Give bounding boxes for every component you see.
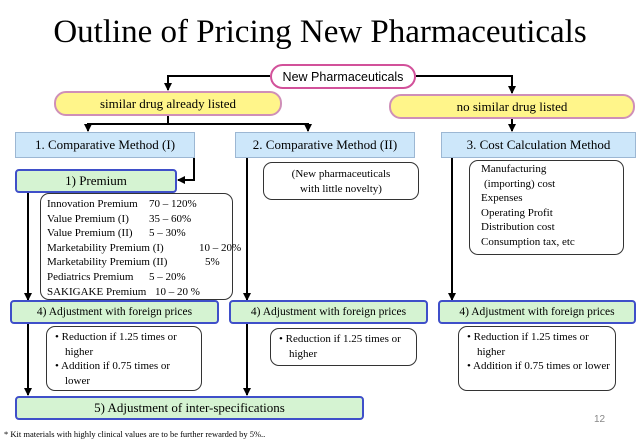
arrow-listed-m2 — [168, 123, 312, 132]
comparative-method-2: 2. Comparative Method (II) — [235, 132, 415, 158]
premium-name: Marketability Premium (I) — [47, 241, 164, 254]
adjustment-foreign-prices-3: 4) Adjustment with foreign prices — [438, 300, 636, 324]
arrow-root-listed — [164, 75, 270, 91]
adjustment-foreign-prices-2: 4) Adjustment with foreign prices — [229, 300, 428, 324]
adjustment-foreign-prices-1: 4) Adjustment with foreign prices — [10, 300, 219, 324]
adjust-notes-left: • Reduction if 1.25 times or higher • Ad… — [46, 326, 202, 391]
adjust-note: • Addition if 0.75 times or lower — [55, 360, 171, 387]
premium-item: Innovation Premium 70 – 120% — [47, 197, 232, 212]
cost-item: (importing) cost — [484, 177, 556, 190]
adjust-note: • Addition if 0.75 times or lower — [467, 360, 610, 372]
premium-range: 35 – 60% — [149, 212, 192, 225]
no-similar-drug-node: no similar drug listed — [389, 94, 635, 119]
premium-item: Value Premium (II) 5 – 30% — [47, 226, 232, 241]
new-pharmaceuticals-node: New Pharmaceuticals — [270, 64, 416, 89]
premium-name: Marketability Premium (II) — [47, 256, 168, 269]
novelty-note-box: (New pharmaceuticals with little novelty… — [263, 162, 419, 200]
premium-item: Value Premium (I) 35 – 60% — [47, 212, 232, 227]
premium-range: 10 – 20 % — [155, 285, 200, 298]
premium-name: SAKIGAKE Premium — [47, 285, 147, 298]
premium-item: Marketability Premium (II) 5% — [47, 255, 232, 270]
premium-range: 5 – 20% — [149, 270, 186, 283]
cost-calculation-method: 3. Cost Calculation Method — [441, 132, 636, 158]
premium-range: 70 – 120% — [149, 198, 197, 210]
cost-item: Consumption tax, etc — [481, 235, 575, 248]
premium-item: Pediatrics Premium 5 – 20% — [47, 270, 232, 285]
adjust-note: • Reduction if 1.25 times or higher — [55, 331, 177, 358]
comparative-method-1: 1. Comparative Method (I) — [15, 132, 195, 158]
adjust-note: • Reduction if 1.25 times or higher — [279, 333, 401, 360]
premium-name: Value Premium (I) — [47, 212, 129, 225]
premium-range: 10 – 20% — [199, 241, 242, 254]
adjust-notes-middle: • Reduction if 1.25 times or higher — [270, 328, 417, 366]
premium-item: Marketability Premium (I) 10 – 20% — [47, 241, 241, 256]
premium-range: 5 – 30% — [149, 227, 186, 240]
premium-range: 5% — [205, 256, 220, 269]
premium-name: Value Premium (II) — [47, 227, 133, 240]
arrow-m1-premium — [177, 168, 195, 184]
novelty-note-line: (New pharmaceuticals — [291, 168, 391, 180]
cost-item: Distribution cost — [481, 221, 555, 233]
adjust-note: • Reduction if 1.25 times or higher — [467, 331, 589, 358]
footnote: * Kit materials with highly clinical val… — [4, 429, 266, 439]
cost-item: Operating Profit — [481, 206, 553, 219]
cost-item: Manufacturing — [481, 163, 547, 175]
arrow-listed-m1 — [84, 123, 168, 132]
premium-list: Innovation Premium 70 – 120% Value Premium… — [47, 197, 241, 300]
novelty-note-line: with little novelty) — [300, 182, 382, 195]
similar-drug-listed-node: similar drug already listed — [54, 91, 282, 116]
page-number: 12 — [594, 414, 606, 425]
adjust-notes-right: • Reduction if 1.25 times or higher • Ad… — [458, 326, 616, 391]
arrow-root-not-listed — [416, 75, 516, 94]
premium-name: Pediatrics Premium — [47, 270, 134, 283]
premium-header: 1) Premium — [15, 169, 177, 193]
cost-item: Expenses — [481, 192, 523, 204]
page-title: Outline of Pricing New Pharmaceuticals — [53, 14, 587, 50]
premium-name: Innovation Premium — [47, 198, 138, 210]
premium-list-box: Innovation Premium 70 – 120% Value Premium… — [40, 193, 241, 300]
premium-item: SAKIGAKE Premium 10 – 20 % — [47, 285, 232, 300]
cost-items-box: Manufacturing (importing) cost Expenses … — [469, 160, 624, 255]
inter-specifications-adjustment: 5) Adjustment of inter-specifications — [15, 396, 364, 420]
